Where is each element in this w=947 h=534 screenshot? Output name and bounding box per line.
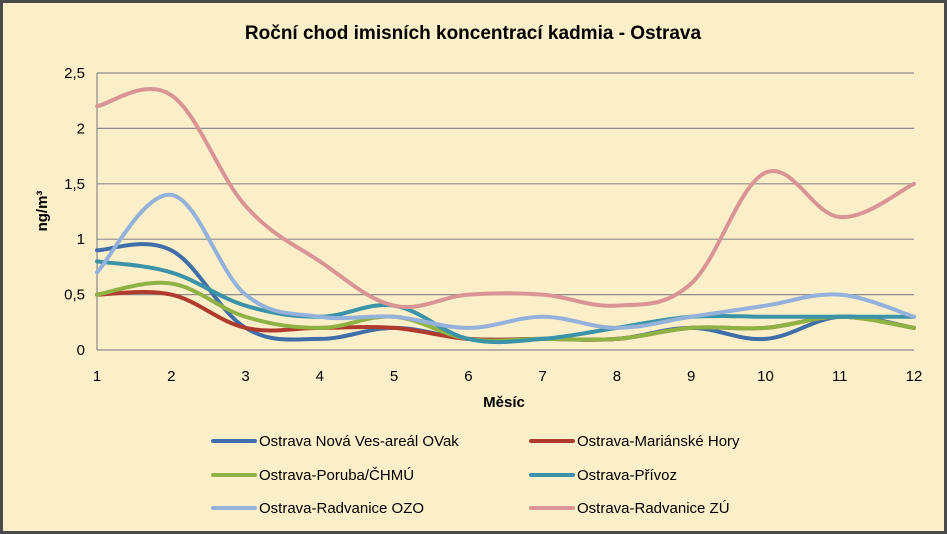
y-tick-label: 1: [77, 231, 85, 248]
y-tick-label: 0: [77, 342, 85, 359]
y-tick-label: 0,5: [64, 287, 85, 304]
x-tick-label: 9: [687, 368, 695, 385]
y-tick-label: 2: [77, 120, 85, 137]
legend-item: Ostrava-Mariánské Hory: [529, 433, 740, 450]
legend-item: Ostrava-Poruba/ČHMÚ: [211, 467, 414, 484]
x-tick-label: 10: [757, 368, 774, 385]
series-line-4: [95, 259, 916, 345]
x-tick-label: 2: [167, 368, 175, 385]
x-tick-label: 11: [832, 368, 848, 385]
gridlines: [96, 72, 914, 351]
legend-item: Ostrava Nová Ves-areál OVak: [211, 433, 459, 450]
x-tick-label: 6: [464, 368, 472, 385]
x-tick-label: 3: [241, 368, 249, 385]
legend-item: Ostrava-Radvanice OZO: [211, 500, 424, 517]
chart-title: Roční chod imisních koncentrací kadmia -…: [245, 23, 702, 44]
x-tick-label: 4: [316, 368, 324, 385]
x-tick-label: 8: [613, 368, 621, 385]
legend-label: Ostrava-Mariánské Hory: [577, 433, 740, 450]
series-lines: [95, 87, 916, 345]
legend-item: Ostrava-Přívoz: [529, 467, 677, 484]
legend-label: Ostrava-Přívoz: [577, 467, 677, 484]
y-tick-labels: 0 0,5 1 1,5 2 2,5: [64, 65, 85, 359]
legend: Ostrava Nová Ves-areál OVak Ostrava-Mariá…: [211, 433, 740, 517]
legend-label: Ostrava-Radvanice ZÚ: [577, 500, 730, 517]
line-chart: Roční chod imisních koncentrací kadmia -…: [34, 23, 923, 517]
x-axis-label: Měsíc: [483, 394, 525, 411]
legend-item: Ostrava-Radvanice ZÚ: [529, 500, 730, 517]
y-tick-label: 1,5: [64, 176, 85, 193]
x-tick-label: 5: [390, 368, 398, 385]
legend-label: Ostrava Nová Ves-areál OVak: [259, 433, 459, 450]
y-tick-label: 2,5: [64, 65, 85, 82]
series-line-6: [95, 87, 916, 309]
x-tick-labels: 1 2 3 4 5 6 7 8 9 10 11 12: [93, 368, 923, 385]
legend-label: Ostrava-Poruba/ČHMÚ: [259, 467, 414, 484]
x-tick-label: 1: [93, 368, 101, 385]
y-axis-label: ng/m³: [34, 191, 51, 232]
series-line-5: [95, 192, 916, 330]
x-tick-label: 12: [906, 368, 923, 385]
legend-label: Ostrava-Radvanice OZO: [259, 500, 424, 517]
x-tick-label: 7: [538, 368, 546, 385]
